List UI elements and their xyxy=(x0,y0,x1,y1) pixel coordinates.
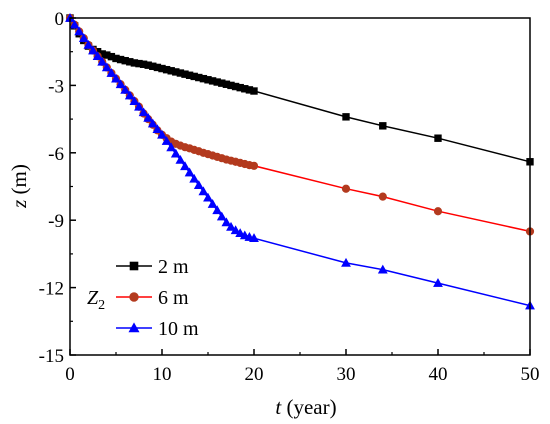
data-point-2 xyxy=(184,167,195,177)
data-point-2 xyxy=(203,192,213,202)
y-tick-label: -6 xyxy=(48,144,64,165)
legend-label-2: 10 m xyxy=(158,318,199,340)
data-point-2 xyxy=(124,90,135,100)
data-point-2 xyxy=(111,73,121,83)
y-axis-ticks: 0 -3 -6 -9 -12 -15 xyxy=(39,9,76,367)
data-point-2 xyxy=(97,56,108,66)
legend-label-0: 2 m xyxy=(158,256,189,278)
data-point-2 xyxy=(235,228,246,238)
data-point-2 xyxy=(152,124,163,134)
data-point-2 xyxy=(134,101,144,111)
x-tick-label: 50 xyxy=(521,364,540,385)
legend: 2 m 6 m 10 m xyxy=(116,256,199,340)
legend-marker-0 xyxy=(129,261,139,271)
data-point-2 xyxy=(147,118,158,128)
legend-title: Z2 xyxy=(87,287,105,313)
x-tick-label: 10 xyxy=(153,364,172,385)
data-point-2 xyxy=(166,142,177,152)
data-point-2 xyxy=(230,225,241,235)
data-point-0 xyxy=(379,122,387,130)
legend-title-base: Z xyxy=(87,287,99,309)
data-point-2 xyxy=(74,26,85,36)
data-point-2 xyxy=(143,112,154,122)
data-point-2 xyxy=(101,62,112,72)
legend-marker-2 xyxy=(128,322,140,333)
data-point-2 xyxy=(161,136,172,145)
data-point-2 xyxy=(341,257,351,267)
y-tick-label: -15 xyxy=(39,346,64,367)
x-tick-label: 40 xyxy=(429,364,448,385)
data-point-2 xyxy=(212,205,223,215)
data-point-2 xyxy=(129,96,140,105)
legend-label-1: 6 m xyxy=(158,287,189,309)
data-point-2 xyxy=(198,186,209,196)
data-point-2 xyxy=(433,278,443,287)
y-tick-label: 0 xyxy=(55,9,65,30)
series-line-0 xyxy=(69,17,531,163)
data-point-2 xyxy=(193,180,204,189)
plot-frame xyxy=(69,17,531,356)
x-axis-variable: t xyxy=(275,395,282,419)
data-point-2 xyxy=(120,84,131,94)
data-point-2 xyxy=(180,161,190,171)
y-axis-label: z (m) xyxy=(7,164,31,209)
data-point-0 xyxy=(434,134,442,142)
data-point-2 xyxy=(83,39,94,49)
data-point-1 xyxy=(341,184,351,193)
data-point-1 xyxy=(249,161,259,170)
data-point-2 xyxy=(106,68,117,77)
data-point-1 xyxy=(378,192,387,201)
x-tick-label: 0 xyxy=(65,364,75,385)
data-point-2 xyxy=(157,129,167,139)
y-axis-variable: z xyxy=(7,200,31,209)
series-line-1 xyxy=(69,17,531,233)
data-point-2 xyxy=(138,107,149,117)
data-point-2 xyxy=(175,154,186,164)
data-point-1 xyxy=(433,207,443,216)
data-point-2 xyxy=(170,148,181,158)
data-point-2 xyxy=(216,211,227,221)
y-tick-label: -9 xyxy=(48,211,64,232)
x-axis-ticks: 0 10 20 30 40 50 xyxy=(65,349,540,385)
data-point-2 xyxy=(226,221,236,231)
data-point-2 xyxy=(78,33,89,43)
y-axis-unit: (m) xyxy=(7,164,31,200)
data-point-2 xyxy=(88,45,98,55)
data-point-2 xyxy=(221,217,232,227)
data-point-2 xyxy=(377,264,388,274)
legend-marker-1 xyxy=(129,292,139,302)
data-point-2 xyxy=(69,19,80,29)
x-axis-unit: (year) xyxy=(281,395,336,419)
data-point-2 xyxy=(115,79,126,89)
series-markers xyxy=(65,12,535,310)
legend-title-subscript: 2 xyxy=(98,298,105,313)
x-axis-label: t (year) xyxy=(275,395,336,419)
data-point-0 xyxy=(250,87,258,95)
y-tick-label: -3 xyxy=(48,76,64,97)
data-point-2 xyxy=(249,233,259,242)
y-tick-label: -12 xyxy=(39,279,64,300)
x-tick-label: 20 xyxy=(245,364,264,385)
data-point-0 xyxy=(342,113,350,121)
data-point-2 xyxy=(189,173,200,183)
data-point-2 xyxy=(92,51,103,61)
data-point-2 xyxy=(207,199,218,208)
x-tick-label: 30 xyxy=(337,364,356,385)
